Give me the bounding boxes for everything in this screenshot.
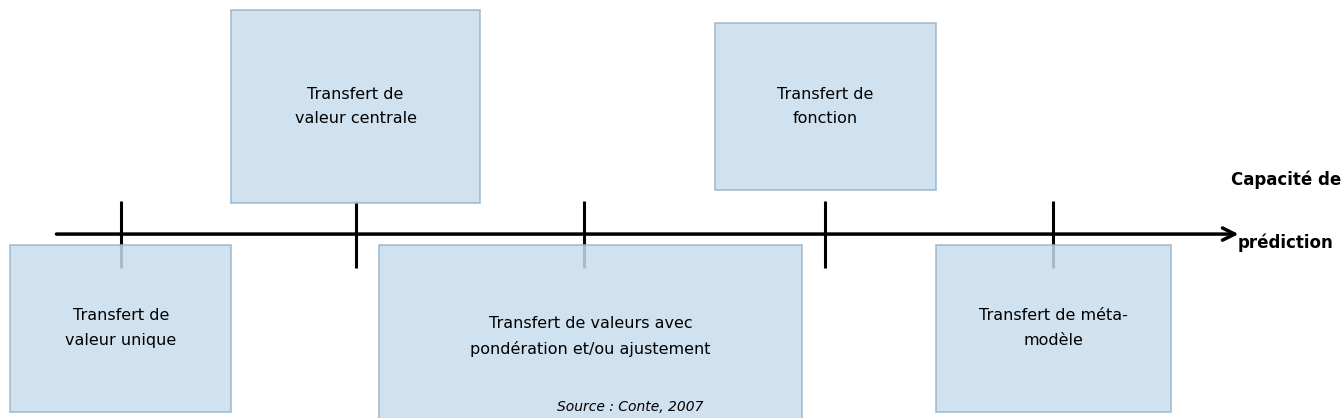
- FancyBboxPatch shape: [714, 23, 937, 190]
- FancyBboxPatch shape: [9, 245, 231, 412]
- Text: Transfert de
valeur unique: Transfert de valeur unique: [66, 308, 176, 348]
- FancyBboxPatch shape: [232, 10, 480, 203]
- Text: Transfert de valeurs avec
pondération et/ou ajustement: Transfert de valeurs avec pondération et…: [470, 316, 711, 357]
- Text: Source : Conte, 2007: Source : Conte, 2007: [557, 400, 705, 414]
- Text: prédiction: prédiction: [1237, 233, 1334, 252]
- FancyBboxPatch shape: [378, 245, 801, 418]
- Text: Capacité de: Capacité de: [1231, 171, 1341, 189]
- Text: Transfert de
valeur centrale: Transfert de valeur centrale: [295, 87, 416, 126]
- Text: Transfert de
fonction: Transfert de fonction: [777, 87, 874, 126]
- Text: Transfert de méta-
modèle: Transfert de méta- modèle: [980, 308, 1127, 348]
- FancyBboxPatch shape: [937, 245, 1170, 412]
